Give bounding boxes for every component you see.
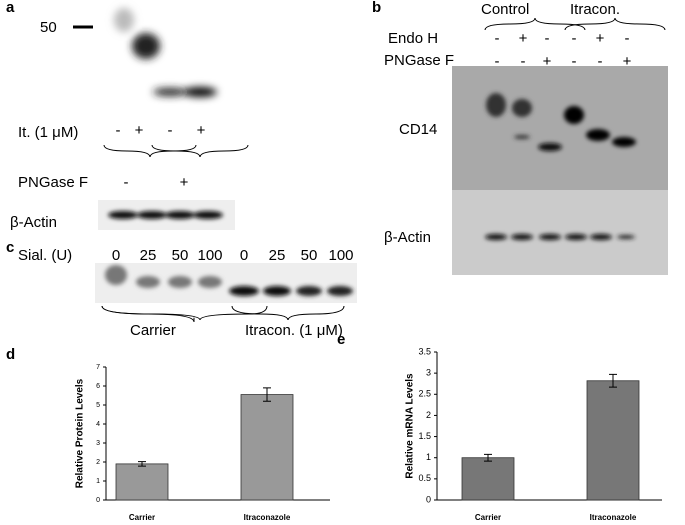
- sign: -: [124, 174, 129, 191]
- cd14-bands: [486, 93, 636, 151]
- sign: +: [519, 30, 528, 47]
- blot-a: [114, 8, 217, 97]
- sign: +: [543, 53, 552, 70]
- x-tick-label: Carrier: [475, 513, 501, 522]
- sign: -: [598, 53, 603, 70]
- group-label: Carrier: [130, 322, 176, 339]
- brace: [151, 144, 249, 158]
- error-bar: [138, 461, 146, 467]
- y-tick-label: 3: [426, 368, 431, 378]
- sign: -: [625, 30, 630, 47]
- row-label: PNGase F: [384, 52, 454, 69]
- y-tick-label: 4: [96, 421, 100, 428]
- y-tick-label: 6: [96, 383, 100, 390]
- sign: -: [168, 122, 173, 139]
- panel-letter: d: [6, 346, 15, 363]
- y-tick-label: 3: [96, 440, 100, 447]
- error-bar: [609, 373, 617, 388]
- bar: [461, 457, 515, 501]
- sign: +: [135, 122, 144, 139]
- sign: 0: [240, 247, 248, 264]
- y-tick-label: 3.5: [418, 346, 431, 356]
- sign: -: [545, 30, 550, 47]
- sign: +: [623, 53, 632, 70]
- panel-letter: e: [337, 331, 345, 348]
- sign: +: [180, 174, 189, 191]
- target-label: CD14: [399, 121, 437, 138]
- actin-bands: [108, 211, 223, 219]
- sign: 25: [140, 247, 157, 264]
- sign: -: [572, 30, 577, 47]
- panel-letter: c: [6, 239, 14, 256]
- sign: 0: [112, 247, 120, 264]
- brace: [101, 305, 268, 321]
- loading-label: β-Actin: [384, 229, 431, 246]
- sign: 100: [328, 247, 353, 264]
- panel-letter: b: [372, 0, 381, 16]
- row-label: Endo H: [388, 30, 438, 47]
- bar: [115, 463, 169, 501]
- bar: [586, 380, 640, 501]
- y-tick-label: 1: [426, 452, 431, 462]
- x-tick-label: Itraconazole: [590, 513, 637, 522]
- treatment-label: It. (1 μM): [18, 124, 78, 141]
- y-tick-label: 2: [426, 410, 431, 420]
- y-tick-label: 1: [96, 478, 100, 485]
- y-tick-label: 2: [96, 459, 100, 466]
- sign: -: [572, 53, 577, 70]
- y-tick-label: 7: [96, 364, 100, 371]
- group-label: Itracon. (1 μM): [245, 322, 343, 339]
- sial-bands: [105, 265, 353, 296]
- brace: [103, 144, 197, 158]
- enzyme-label: PNGase F: [18, 174, 88, 191]
- x-tick-label: Itraconazole: [244, 513, 291, 522]
- y-tick-label: 0: [96, 497, 100, 504]
- marker-label: 50: [40, 19, 57, 36]
- sign: -: [495, 53, 500, 70]
- brace: [564, 17, 666, 31]
- brace: [484, 17, 586, 31]
- y-tick-label: 0.5: [418, 473, 431, 483]
- axis-label: Sial. (U): [18, 247, 72, 264]
- group-label: Control: [481, 1, 529, 18]
- error-bar: [484, 453, 492, 462]
- y-tick-label: 1.5: [418, 431, 431, 441]
- y-tick-label: 2.5: [418, 389, 431, 399]
- sign: -: [495, 30, 500, 47]
- y-tick-label: 5: [96, 402, 100, 409]
- y-axis-label: Relative mRNA Levels: [405, 373, 416, 479]
- sign: +: [596, 30, 605, 47]
- sign: -: [521, 53, 526, 70]
- actin-bands: [485, 234, 635, 240]
- sign: +: [197, 122, 206, 139]
- loading-label: β-Actin: [10, 214, 57, 231]
- group-label: Itracon.: [570, 1, 620, 18]
- sign: 50: [172, 247, 189, 264]
- blot-b-actin: [452, 190, 668, 275]
- sign: 50: [301, 247, 318, 264]
- x-tick-label: Carrier: [129, 513, 155, 522]
- sign: 25: [269, 247, 286, 264]
- blot-b: [452, 66, 668, 190]
- sign: -: [116, 122, 121, 139]
- y-tick-label: 0: [426, 494, 431, 504]
- panel-letter: a: [6, 0, 15, 16]
- sign: 100: [197, 247, 222, 264]
- error-bar: [263, 387, 271, 402]
- bar: [240, 394, 294, 501]
- y-axis-label: Relative Protein Levels: [75, 378, 86, 488]
- blot-c: [95, 263, 357, 303]
- brace: [231, 305, 345, 321]
